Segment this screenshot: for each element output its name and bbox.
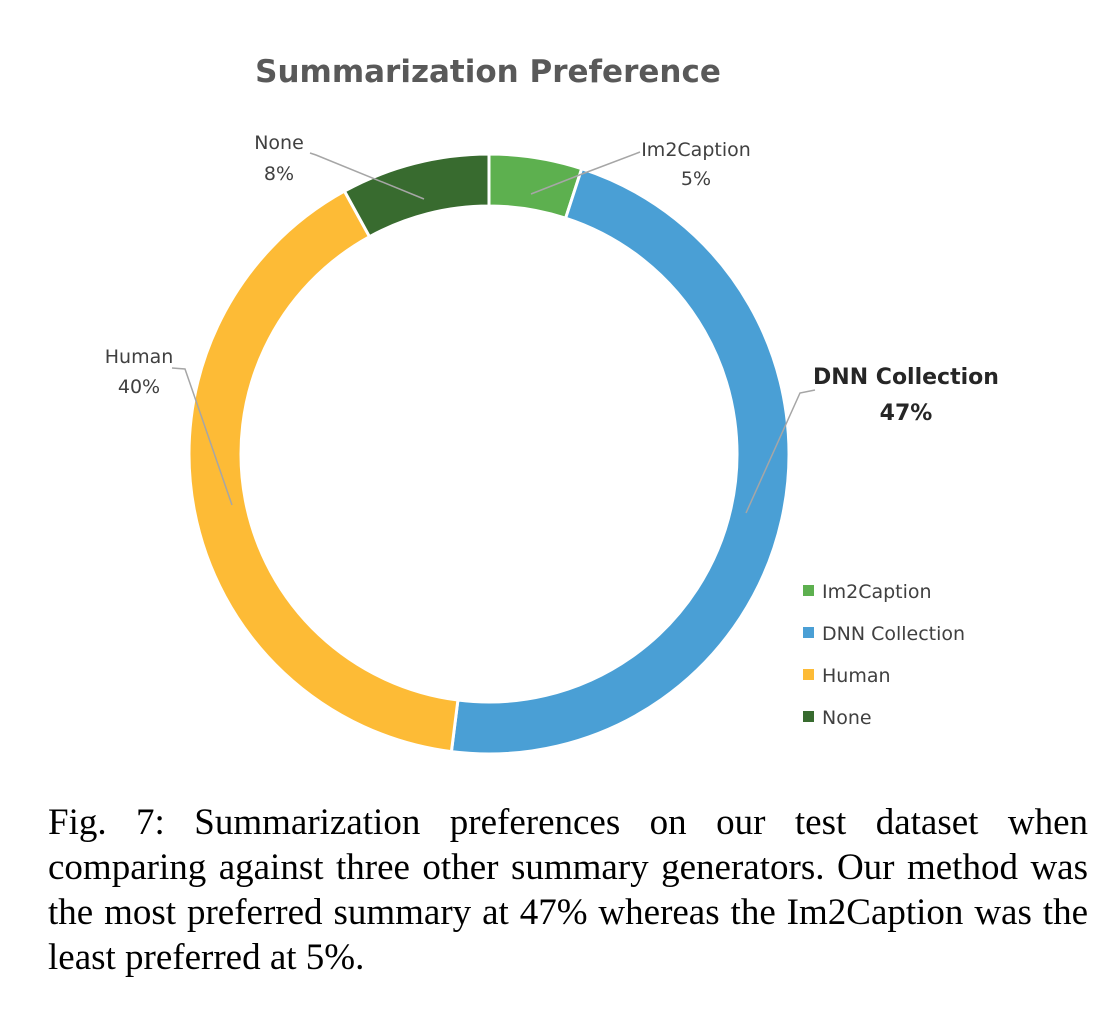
slice-human	[187, 189, 460, 754]
slice-dnn-collection	[449, 166, 791, 756]
legend-swatch-dnn-collection	[803, 627, 814, 638]
leader-line-dnn-collection	[745, 389, 816, 514]
leader-line-im2caption	[530, 151, 641, 195]
slice-label-value-dnn-collection: 47%	[880, 401, 933, 426]
slice-label-name-dnn-collection: DNN Collection	[813, 365, 999, 390]
slice-label-value-none: 8%	[264, 163, 294, 185]
legend-swatch-human	[803, 669, 814, 680]
leader-line-human	[171, 367, 233, 506]
legend: Im2Caption DNN Collection Human None	[803, 581, 965, 729]
slice-label-name-im2caption: Im2Caption	[641, 139, 751, 161]
slice-label-value-human: 40%	[118, 376, 160, 398]
figure-caption: Fig. 7: Summarization preferences on our…	[48, 802, 1088, 978]
legend-entry-human: Human	[822, 665, 891, 687]
legend-entry-im2caption: Im2Caption	[822, 581, 932, 603]
slice-label-value-im2caption: 5%	[681, 168, 711, 190]
slice-label-name-human: Human	[105, 346, 174, 368]
slices-group	[187, 152, 791, 756]
legend-swatch-im2caption	[803, 585, 814, 596]
legend-swatch-none	[803, 711, 814, 722]
legend-entry-dnn-collection: DNN Collection	[822, 623, 965, 645]
doughnut-chart: Summarization Preference Im2Caption 5% DNN…	[105, 54, 999, 756]
slice-label-name-none: None	[254, 132, 304, 154]
legend-entry-none: None	[822, 707, 872, 729]
slice-labels-group: Im2Caption 5% DNN Collection 47% Human 40% Non…	[105, 132, 999, 426]
leader-lines-group	[171, 151, 816, 514]
leader-line-none	[309, 152, 425, 200]
chart-title: Summarization Preference	[255, 54, 721, 90]
